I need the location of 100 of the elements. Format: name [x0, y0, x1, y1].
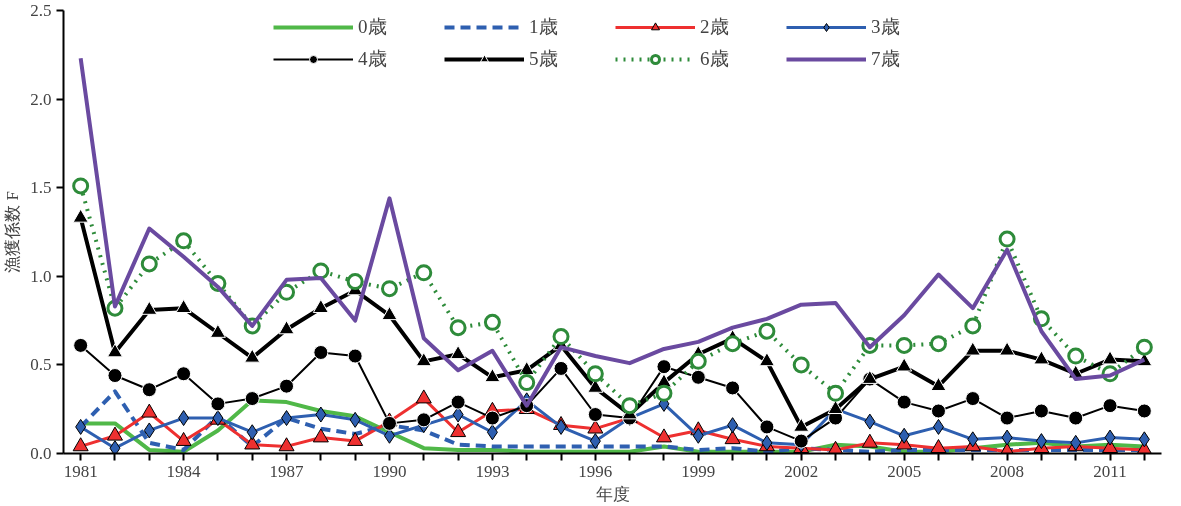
y-tick-label: 0.5	[30, 355, 52, 375]
point	[178, 410, 190, 427]
point	[895, 336, 913, 354]
point	[655, 428, 672, 443]
point	[864, 413, 876, 430]
point	[998, 230, 1016, 248]
legend-label: 7歳	[871, 47, 901, 71]
point	[141, 300, 158, 315]
y-axis-title: 漁獲係数 F	[3, 191, 23, 273]
point	[486, 424, 498, 441]
point	[449, 319, 467, 337]
x-tick-label: 2008	[990, 461, 1025, 481]
point	[106, 426, 123, 441]
point	[109, 440, 121, 454]
point	[793, 417, 810, 432]
point	[312, 299, 329, 314]
point	[72, 437, 89, 452]
point	[1136, 403, 1152, 419]
point	[932, 418, 944, 435]
point	[724, 335, 742, 353]
point	[587, 419, 604, 434]
point	[518, 361, 535, 376]
point	[450, 345, 467, 360]
point	[724, 430, 741, 445]
x-tick-label: 1996	[578, 461, 613, 481]
x-tick-label: 1984	[166, 461, 202, 481]
point	[244, 348, 261, 363]
point	[415, 264, 433, 282]
legend-label: 3歳	[871, 15, 901, 39]
point	[999, 410, 1015, 426]
point	[896, 357, 913, 372]
legend-label: 4歳	[358, 47, 388, 71]
point	[896, 394, 912, 410]
point	[72, 208, 89, 223]
point	[143, 422, 155, 439]
point	[244, 391, 260, 407]
point	[347, 431, 364, 446]
point	[793, 433, 809, 449]
point	[452, 406, 464, 423]
point	[898, 427, 910, 444]
point	[72, 177, 90, 195]
legend-label: 0歳	[358, 15, 388, 39]
point	[1033, 403, 1049, 419]
point	[244, 435, 261, 450]
point	[758, 322, 776, 340]
point	[727, 417, 739, 434]
point	[347, 348, 363, 364]
point	[450, 423, 467, 438]
legend-label: 5歳	[529, 47, 559, 71]
y-tick-label: 2.5	[30, 1, 52, 20]
legend-label: 1歳	[529, 15, 559, 39]
legend-label: 2歳	[700, 15, 730, 39]
point	[209, 323, 226, 338]
point	[279, 378, 295, 394]
point	[278, 437, 295, 452]
point	[589, 433, 601, 450]
point	[278, 320, 295, 335]
y-tick-label: 1.0	[30, 266, 52, 286]
point	[210, 396, 226, 412]
point	[1138, 431, 1150, 448]
point	[380, 280, 398, 298]
point	[965, 391, 981, 407]
point	[415, 389, 432, 404]
point	[621, 397, 639, 415]
point	[141, 382, 157, 398]
point	[861, 433, 878, 448]
point	[552, 328, 570, 346]
point	[1033, 350, 1050, 365]
point	[415, 352, 432, 367]
point	[450, 394, 466, 410]
point	[964, 341, 981, 356]
point	[1102, 350, 1119, 365]
point	[555, 418, 567, 435]
point	[141, 403, 158, 418]
point	[1104, 429, 1116, 446]
point	[312, 428, 329, 443]
x-tick-label: 1993	[475, 461, 510, 481]
point	[656, 359, 672, 375]
x-tick-label: 1999	[681, 461, 716, 481]
point	[381, 306, 398, 321]
point	[484, 410, 500, 426]
point	[930, 439, 947, 454]
point	[930, 377, 947, 391]
point	[692, 427, 704, 444]
point	[312, 262, 330, 280]
y-tick-label: 1.5	[30, 178, 52, 198]
point	[929, 335, 947, 353]
point	[1135, 338, 1153, 356]
point	[381, 415, 397, 431]
x-tick-label: 1981	[63, 461, 98, 481]
point	[140, 255, 158, 273]
point	[999, 341, 1016, 356]
point	[792, 356, 810, 374]
point	[107, 368, 123, 384]
x-tick-label: 1987	[269, 461, 305, 481]
point	[964, 317, 982, 335]
legend-label: 6歳	[700, 47, 730, 71]
point	[690, 369, 706, 385]
point	[586, 365, 604, 383]
point	[416, 412, 432, 428]
